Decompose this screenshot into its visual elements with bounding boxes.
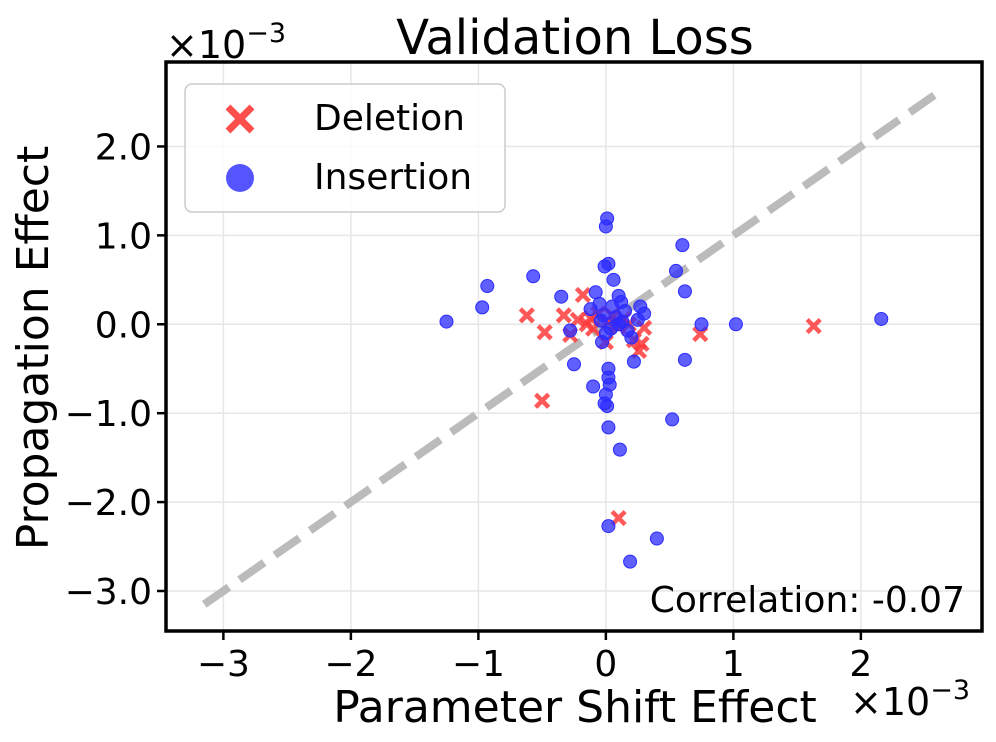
insertion-point [567, 357, 581, 372]
deletion-point [536, 324, 553, 341]
deletion-point [555, 307, 572, 324]
insertion-point [586, 379, 601, 394]
plot-frame [164, 60, 984, 633]
y-scale-label: ×10−3 [166, 18, 286, 67]
insertion-point [598, 219, 613, 234]
y-tick-label: −2.0 [65, 483, 152, 524]
insertion-point [526, 269, 541, 284]
legend-marker-insertion [226, 164, 254, 192]
legend-label-deletion: Deletion [314, 98, 465, 139]
y-axis-label: Propagation Effect [8, 146, 59, 551]
insertion-point [874, 311, 889, 326]
correlation-annotation: Correlation: -0.07 [650, 580, 965, 621]
y-tick-label: 1.0 [95, 216, 152, 257]
insertion-point [601, 519, 616, 534]
insertion-point [600, 399, 615, 414]
deletion-point [569, 311, 586, 328]
insertion-point [669, 263, 683, 278]
points-layer [439, 211, 889, 569]
reference-diagonal-line [201, 85, 947, 608]
deletion-point [518, 307, 535, 324]
x-axis-label: Parameter Shift Effect [333, 682, 817, 733]
insertion-point [603, 321, 618, 336]
x-tick-label: −1 [452, 644, 505, 685]
x-tick-label: −2 [324, 644, 377, 685]
y-tick-label: −3.0 [65, 572, 152, 613]
x-tick-label: 2 [849, 644, 872, 685]
insertion-point [601, 420, 616, 435]
insertion-point [677, 284, 692, 299]
reference-line-layer [201, 85, 947, 608]
insertion-point [649, 531, 664, 546]
insertion-point [633, 299, 648, 314]
insertion-point [728, 317, 743, 332]
insertion-point [623, 554, 638, 569]
insertion-point [563, 323, 578, 338]
insertion-point [665, 412, 680, 427]
legend: Deletion Insertion [184, 83, 506, 213]
deletion-point [534, 392, 551, 409]
insertion-point [624, 330, 639, 345]
legend-label-insertion: Insertion [314, 157, 472, 198]
legend-marker-deletion [225, 104, 255, 134]
insertion-point [626, 354, 641, 369]
y-tick-label: 2.0 [95, 127, 152, 168]
insertion-point [675, 238, 690, 253]
insertion-point [615, 314, 630, 329]
x-tick-label: −3 [197, 644, 250, 685]
insertion-point [597, 259, 612, 274]
deletion-point [574, 286, 592, 304]
chart-title: Validation Loss [396, 10, 754, 66]
insertion-point [588, 285, 603, 300]
ticks: −3 −2 −1 0 1 2 −3.0 −2.0 −1.0 0.0 1.0 2.0 [65, 127, 873, 685]
x-tick-label: 1 [722, 644, 745, 685]
legend-box [184, 83, 506, 213]
insertion-point [439, 314, 454, 329]
insertion-point [606, 272, 621, 287]
insertion-point [480, 279, 495, 294]
insertion-point [554, 289, 569, 304]
insertion-point [612, 442, 627, 457]
insertion-point [475, 300, 490, 315]
deletion-point [805, 317, 822, 335]
x-scale-label: ×10−3 [850, 675, 970, 724]
y-tick-label: −1.0 [65, 394, 152, 435]
x-tick-label: 0 [594, 644, 617, 685]
insertion-point [593, 313, 608, 328]
insertion-point [694, 317, 709, 332]
y-tick-label: 0.0 [95, 305, 152, 346]
insertion-point [677, 352, 692, 367]
insertion-point [592, 296, 607, 311]
